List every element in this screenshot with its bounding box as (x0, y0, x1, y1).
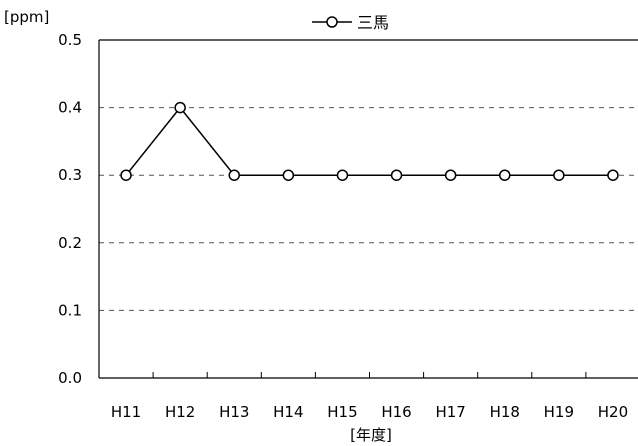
data-point (174, 101, 186, 114)
y-tick-label: 0.3 (58, 166, 82, 184)
data-point (228, 169, 240, 181)
data-point (282, 169, 295, 181)
series-group (120, 101, 619, 181)
y-tick-label: 0.2 (58, 234, 82, 252)
legend: 三馬 (312, 13, 389, 32)
y-tick-label: 0.0 (58, 369, 82, 387)
data-point (390, 169, 403, 181)
data-point (120, 169, 132, 181)
y-tick-label: 0.5 (58, 31, 82, 49)
data-point (553, 169, 565, 181)
series-line (125, 106, 613, 176)
legend-marker (326, 16, 338, 28)
x-axis-title: [年度] (350, 426, 392, 444)
y-tick-label: 0.4 (58, 99, 82, 117)
x-tick-label: H15 (327, 403, 357, 421)
grid-lines (99, 107, 638, 311)
x-ticks: H11 H12 H13 H14 H15 H16 H17 H18 H19 H20 (111, 372, 628, 421)
x-tick-label: H16 (381, 403, 411, 421)
y-tick-label: 0.1 (58, 301, 82, 319)
y-axis-title: [ppm] (4, 8, 49, 26)
x-tick-label: H13 (219, 403, 249, 421)
x-tick-label: H11 (111, 403, 141, 421)
data-point (336, 169, 349, 181)
axes (98, 39, 638, 379)
y-ticks: 0.0 0.1 0.2 0.3 0.4 0.5 (58, 31, 82, 387)
x-tick-label: H14 (273, 403, 303, 421)
data-point (499, 169, 511, 181)
legend-label: 三馬 (357, 13, 389, 32)
x-tick-label: H18 (490, 403, 520, 421)
data-point (444, 169, 457, 181)
data-point (607, 169, 619, 181)
x-tick-label: H20 (598, 403, 628, 421)
x-tick-label: H19 (544, 403, 574, 421)
x-tick-label: H12 (165, 403, 195, 421)
x-tick-label: H17 (435, 403, 465, 421)
